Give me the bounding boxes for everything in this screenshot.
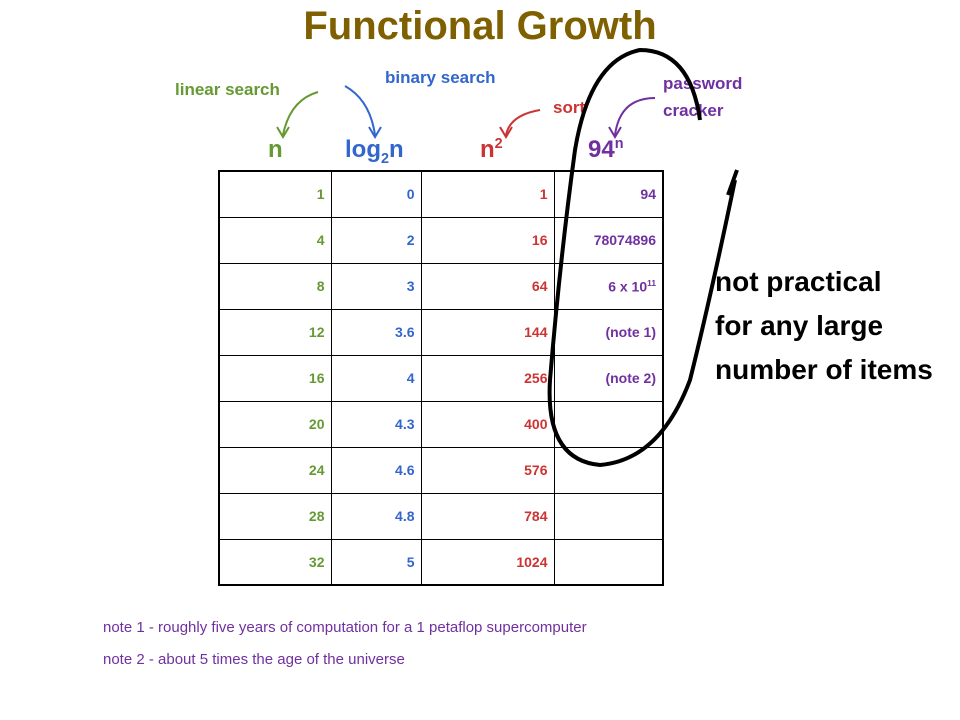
text: n — [268, 136, 283, 163]
label-linear: linear search — [175, 80, 280, 99]
label-password: cracker — [663, 101, 724, 120]
table-row: 28 4.8 784 — [218, 492, 664, 540]
column-header: 94n — [588, 136, 624, 164]
table-row: 24 4.6 576 — [218, 446, 664, 494]
table-cell: 5 — [330, 538, 422, 586]
table-row: 16 4 256 (note 2) — [218, 354, 664, 402]
column-header: n2 — [480, 136, 503, 164]
table-row: 20 4.3 400 — [218, 400, 664, 448]
table-cell: 4 — [218, 216, 332, 264]
subscript: 2 — [381, 150, 390, 167]
text: log — [345, 136, 381, 163]
text: n — [389, 136, 404, 163]
superscript: 11 — [647, 277, 656, 288]
table-cell — [553, 492, 664, 540]
table-cell — [553, 538, 664, 586]
table-cell: 144 — [420, 308, 555, 356]
callout-line: not practical — [715, 266, 882, 297]
table-cell: 32 — [218, 538, 332, 586]
superscript: n — [614, 136, 624, 152]
label-sort: sort — [553, 98, 586, 117]
text: 6 x 10 — [608, 278, 648, 295]
text: n — [480, 136, 495, 163]
table-cell: 784 — [420, 492, 555, 540]
text: 94 — [588, 136, 615, 163]
table-cell: 78074896 — [553, 216, 664, 264]
table-cell: 12 — [218, 308, 332, 356]
table-cell: 400 — [420, 400, 555, 448]
table-cell: (note 1) — [553, 308, 664, 356]
growth-table: 1 0 1 94 4 2 16 78074896 8 3 64 6 x 1011 12 3.6 144 (no… — [218, 170, 664, 586]
table-row: 8 3 64 6 x 1011 — [218, 262, 664, 310]
table-cell: 24 — [218, 446, 332, 494]
table-row: 32 5 1024 — [218, 538, 664, 586]
column-header: log2n — [345, 136, 404, 167]
callout-line: number of items — [715, 354, 933, 385]
label-password: password — [663, 74, 743, 93]
table-row: 12 3.6 144 (note 1) — [218, 308, 664, 356]
table-cell: (note 2) — [553, 354, 664, 402]
table-cell: 4 — [330, 354, 422, 402]
table-cell: 256 — [420, 354, 555, 402]
note: note 2 - about 5 times the age of the un… — [103, 651, 405, 668]
table-cell: 3 — [330, 262, 422, 310]
column-header: n — [268, 136, 283, 164]
superscript: 2 — [494, 136, 503, 152]
table-cell: 1024 — [420, 538, 555, 586]
table-cell: 576 — [420, 446, 555, 494]
title: Functional Growth — [303, 4, 657, 48]
table-cell: 1 — [218, 170, 332, 218]
label-binary: binary search — [385, 68, 496, 87]
note: note 1 - roughly five years of computati… — [103, 619, 587, 636]
table-cell: 64 — [420, 262, 555, 310]
table-cell: 4.3 — [330, 400, 422, 448]
table-cell: 4.6 — [330, 446, 422, 494]
callout-line: for any large — [715, 310, 884, 341]
